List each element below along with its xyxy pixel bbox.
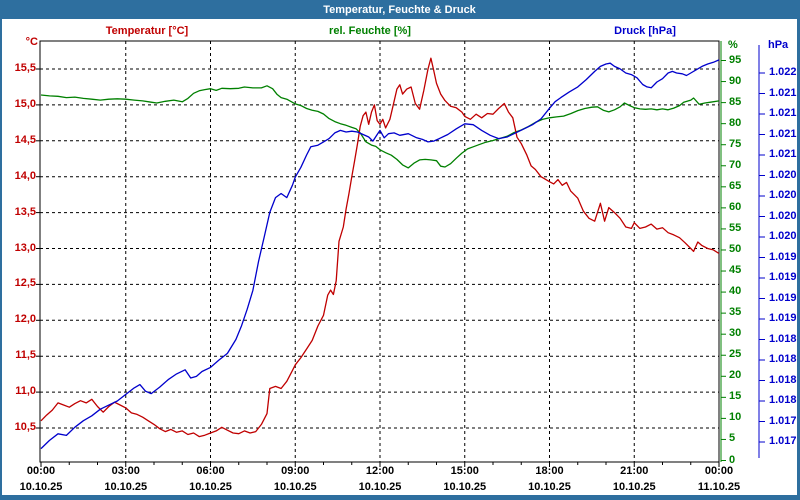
- pressure-tick-label: 1.019: [769, 271, 797, 283]
- pressure-tick-label: 1.021: [769, 127, 797, 140]
- temperature-tick-label: 15,5: [14, 62, 36, 74]
- humidity-tick-label: 30: [729, 327, 742, 340]
- date-label: 10.10.25: [104, 481, 148, 493]
- pressure-tick-label: 1.020: [769, 168, 797, 181]
- pressure-tick-label: 1.018: [769, 353, 797, 365]
- pressure-tick-label: 1.019: [769, 250, 797, 263]
- temperature-tick-label: 13,0: [14, 241, 36, 254]
- date-label: 11.10.25: [697, 481, 741, 493]
- time-tick-label: 06:00: [196, 465, 225, 477]
- time-tick-label: 00:00: [26, 465, 56, 477]
- window-titlebar: Temperatur, Feuchte & Druck: [2, 2, 797, 19]
- legend-humidity: rel. Feuchte [%]: [329, 25, 411, 37]
- time-tick-label: 00:00: [704, 465, 734, 477]
- temperature-tick-label: 11,0: [15, 385, 36, 398]
- time-tick-label: 03:00: [111, 465, 140, 477]
- pressure-tick-label: 1.018: [769, 373, 797, 386]
- date-label: 10.10.25: [19, 481, 63, 493]
- humidity-tick-label: 70: [729, 158, 742, 171]
- humidity-tick-label: 5: [729, 432, 736, 445]
- pressure-tick-label: 1.020: [769, 209, 797, 222]
- time-tick-label: 21:00: [620, 465, 649, 477]
- humidity-tick-label: 40: [729, 285, 742, 298]
- series-temperatur-line: [40, 57, 720, 438]
- date-label: 10.10.25: [528, 481, 571, 493]
- humidity-tick-label: 50: [729, 242, 742, 255]
- date-label: 10.10.25: [273, 481, 317, 493]
- humidity-axis-unit: %: [728, 39, 738, 51]
- time-tick-label: 18:00: [535, 465, 564, 477]
- temperature-tick-label: 15,0: [14, 97, 36, 110]
- temperature-axis-unit: °C: [25, 36, 38, 48]
- series-druck-line: [40, 59, 720, 450]
- time-tick-label: 15:00: [450, 465, 479, 477]
- date-label: 10.10.25: [612, 481, 656, 493]
- pressure-tick-label: 1.017: [769, 414, 797, 427]
- pressure-axis-unit: hPa: [768, 39, 789, 51]
- date-label: 10.10.25: [189, 481, 232, 493]
- humidity-tick-label: 85: [729, 95, 742, 108]
- window-title: Temperatur, Feuchte & Druck: [323, 4, 476, 16]
- pressure-tick-label: 1.019: [769, 312, 797, 324]
- temperature-tick-label: 13,5: [14, 205, 36, 218]
- pressure-tick-label: 1.021: [769, 86, 797, 99]
- humidity-tick-label: 0: [729, 453, 736, 466]
- humidity-tick-label: 55: [729, 221, 742, 234]
- humidity-tick-label: 75: [729, 137, 742, 150]
- humidity-tick-label: 95: [729, 53, 742, 66]
- date-label: 10.10.25: [443, 481, 487, 493]
- legend-pressure: Druck [hPa]: [614, 25, 676, 37]
- temperature-tick-label: 14,0: [14, 169, 36, 182]
- temperature-tick-label: 14,5: [14, 133, 36, 146]
- humidity-tick-label: 65: [729, 179, 742, 192]
- plot-border: [39, 40, 720, 463]
- pressure-tick-label: 1.020: [769, 230, 797, 242]
- pressure-tick-label: 1.018: [769, 394, 797, 406]
- temperature-tick-label: 12,5: [14, 277, 36, 290]
- pressure-tick-label: 1.018: [769, 332, 797, 345]
- temperature-tick-label: 12,0: [14, 313, 36, 326]
- humidity-tick-label: 20: [729, 369, 742, 382]
- time-tick-label: 12:00: [365, 465, 395, 477]
- humidity-tick-label: 45: [729, 264, 742, 277]
- temperature-tick-label: 11,5: [15, 349, 36, 362]
- pressure-tick-label: 1.022: [769, 66, 797, 78]
- humidity-tick-label: 80: [729, 116, 742, 129]
- date-label: 10.10.25: [358, 481, 402, 493]
- time-tick-label: 09:00: [281, 465, 310, 477]
- legend-temperature: Temperatur [°C]: [105, 25, 189, 37]
- pressure-tick-label: 1.019: [769, 291, 797, 304]
- humidity-tick-label: 35: [729, 306, 742, 319]
- humidity-tick-label: 25: [729, 348, 742, 361]
- humidity-tick-label: 10: [729, 411, 742, 424]
- humidity-tick-label: 90: [729, 74, 742, 87]
- pressure-tick-label: 1.020: [769, 189, 797, 201]
- series-feuchte-line: [40, 85, 720, 169]
- pressure-tick-label: 1.021: [769, 107, 797, 119]
- chart-content-area: [2, 19, 797, 495]
- temperature-tick-label: 10,5: [14, 421, 36, 433]
- pressure-tick-label: 1.017: [769, 435, 797, 447]
- humidity-tick-label: 15: [729, 390, 742, 403]
- pressure-tick-label: 1.021: [769, 148, 797, 160]
- humidity-tick-label: 60: [729, 200, 742, 213]
